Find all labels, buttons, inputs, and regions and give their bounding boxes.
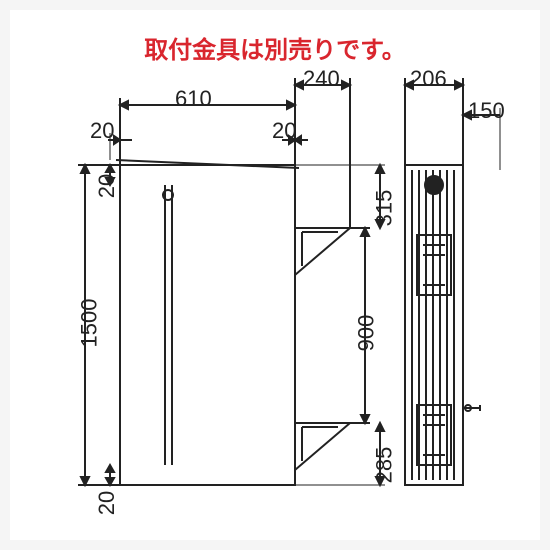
dim-20-bot: 20 — [94, 491, 120, 515]
dim-315: 315 — [371, 190, 397, 227]
dim-20-tr: 20 — [272, 118, 296, 144]
dim-206: 206 — [410, 66, 447, 92]
technical-drawing — [10, 10, 540, 540]
dim-1500: 1500 — [76, 299, 102, 348]
dim-900: 900 — [353, 315, 379, 352]
dim-240: 240 — [303, 66, 340, 92]
dim-610: 610 — [175, 86, 212, 112]
drawing-canvas: 取付金具は別売りです。 — [10, 10, 540, 540]
dim-20-tl: 20 — [90, 118, 114, 144]
dim-285: 285 — [371, 447, 397, 484]
dim-20-top: 20 — [94, 174, 120, 198]
dim-150: 150 — [468, 98, 505, 124]
